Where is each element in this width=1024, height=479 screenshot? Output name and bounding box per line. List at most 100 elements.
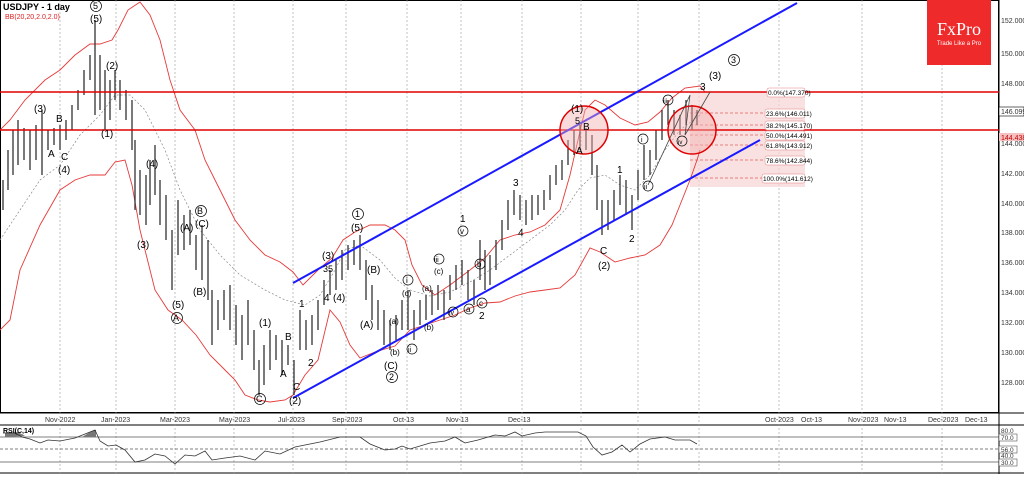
svg-text:130.000: 130.000 [1001,350,1024,357]
svg-text:B: B [583,122,590,133]
channel-lower [292,139,761,399]
svg-text:C: C [293,382,300,393]
svg-text:May-2023: May-2023 [219,417,250,424]
svg-text:Nov-2023: Nov-2023 [848,417,878,424]
svg-text:ii: ii [644,184,648,191]
svg-text:Dec-13: Dec-13 [508,417,531,424]
svg-text:(4): (4) [58,165,70,176]
svg-text:Jul-2023: Jul-2023 [278,417,305,424]
vertical-gridlines [59,0,943,474]
channel-upper [292,2,798,284]
svg-text:128.000: 128.000 [1001,380,1024,387]
svg-text:38.2%(145.170): 38.2%(145.170) [766,123,812,130]
svg-text:70.0: 70.0 [1001,435,1014,442]
svg-text:(C): (C) [384,361,398,372]
svg-text:(4): (4) [146,159,158,170]
svg-text:152.000: 152.000 [1001,18,1024,25]
svg-text:50.0%(144.491): 50.0%(144.491) [766,133,812,140]
logo-brand: FxPro [936,19,981,39]
svg-text:i: i [406,276,408,285]
main-plot-frame [0,0,999,413]
fxpro-logo: FxPro Trade Like a Pro [927,0,991,65]
svg-text:(c): (c) [402,289,412,298]
svg-text:Mar-2023: Mar-2023 [160,417,190,424]
svg-text:(3): (3) [34,104,46,115]
svg-text:61.8%(143.912): 61.8%(143.912) [766,143,812,150]
svg-text:c: c [479,299,483,308]
svg-text:1: 1 [460,214,466,225]
svg-text:(1): (1) [571,104,583,115]
svg-text:142.000: 142.000 [1001,171,1024,178]
svg-text:4: 4 [518,228,524,239]
svg-text:B: B [285,332,292,343]
projection-path [647,91,711,186]
svg-text:(5): (5) [351,223,363,234]
svg-text:A: A [173,313,179,323]
svg-text:(a): (a) [389,317,399,326]
svg-text:a: a [466,305,471,314]
svg-text:A: A [48,149,55,160]
svg-text:Oct-2023: Oct-2023 [765,417,794,424]
svg-text:Nov-2022: Nov-2022 [45,417,75,424]
svg-text:Nov-13: Nov-13 [446,417,469,424]
svg-text:(C): (C) [195,219,209,230]
svg-text:100.0%(141.612): 100.0%(141.612) [763,176,813,183]
svg-text:(5): (5) [90,14,102,25]
svg-text:iv: iv [449,310,455,317]
bollinger-lower [0,149,701,403]
svg-text:(b): (b) [390,348,400,357]
svg-text:B: B [56,114,63,125]
svg-text:v: v [460,227,464,236]
svg-text:(1): (1) [259,318,271,329]
svg-text:5: 5 [575,116,580,126]
svg-text:2: 2 [479,311,485,322]
svg-text:C: C [600,246,607,257]
svg-text:5: 5 [93,1,98,11]
chart-title: USDJPY - 1 day [3,2,70,12]
svg-text:Oct-13: Oct-13 [801,417,822,424]
svg-text:148.000: 148.000 [1001,81,1024,88]
svg-text:(3): (3) [322,251,334,262]
svg-text:Nov-13: Nov-13 [884,417,907,424]
svg-text:b: b [477,260,482,269]
svg-text:(c): (c) [434,267,444,276]
svg-text:140.000: 140.000 [1001,201,1024,208]
highlight-circle-july [559,105,609,155]
svg-text:0.0%(147.370): 0.0%(147.370) [768,90,811,97]
logo-tagline: Trade Like a Pro [936,41,982,47]
svg-text:3: 3 [700,82,706,93]
svg-text:Sep-2023: Sep-2023 [332,417,362,424]
svg-text:134.000: 134.000 [1001,290,1024,297]
indicator-label: BB(20,20,2.0,2.0) [5,14,60,21]
svg-text:40.0: 40.0 [1001,453,1014,460]
svg-text:(B): (B) [367,265,380,276]
svg-text:B: B [197,206,203,216]
svg-text:i: i [641,137,643,144]
svg-text:(b): (b) [424,323,434,332]
svg-text:146.099: 146.099 [1001,109,1024,116]
svg-text:132.000: 132.000 [1001,320,1024,327]
svg-text:(5): (5) [172,300,184,311]
svg-text:iii: iii [434,257,439,264]
svg-text:1: 1 [299,299,305,310]
svg-text:(A): (A) [180,223,193,234]
wave-labels: (3) B A C (4) 5 (5) (2) (1) (4) (3) (A) … [34,0,740,407]
svg-text:1: 1 [355,209,360,219]
rsi-panel [0,429,999,465]
svg-text:(B): (B) [193,287,206,298]
svg-text:2: 2 [308,358,314,369]
svg-text:(3): (3) [709,71,721,82]
svg-text:(3): (3) [137,240,149,251]
svg-text:144.000: 144.000 [1001,141,1024,148]
svg-text:136.000: 136.000 [1001,260,1024,267]
svg-text:Dec-13: Dec-13 [965,417,988,424]
svg-text:144.438: 144.438 [1001,135,1024,142]
price-bars [2,20,698,395]
svg-text:C: C [256,394,263,404]
svg-text:iii: iii [663,99,667,105]
bollinger-upper [0,1,706,296]
svg-text:(1): (1) [101,129,113,140]
time-axis: Nov-2022 Jan-2023 Mar-2023 May-2023 Jul-… [45,417,531,424]
svg-text:Dec-2023: Dec-2023 [928,417,958,424]
